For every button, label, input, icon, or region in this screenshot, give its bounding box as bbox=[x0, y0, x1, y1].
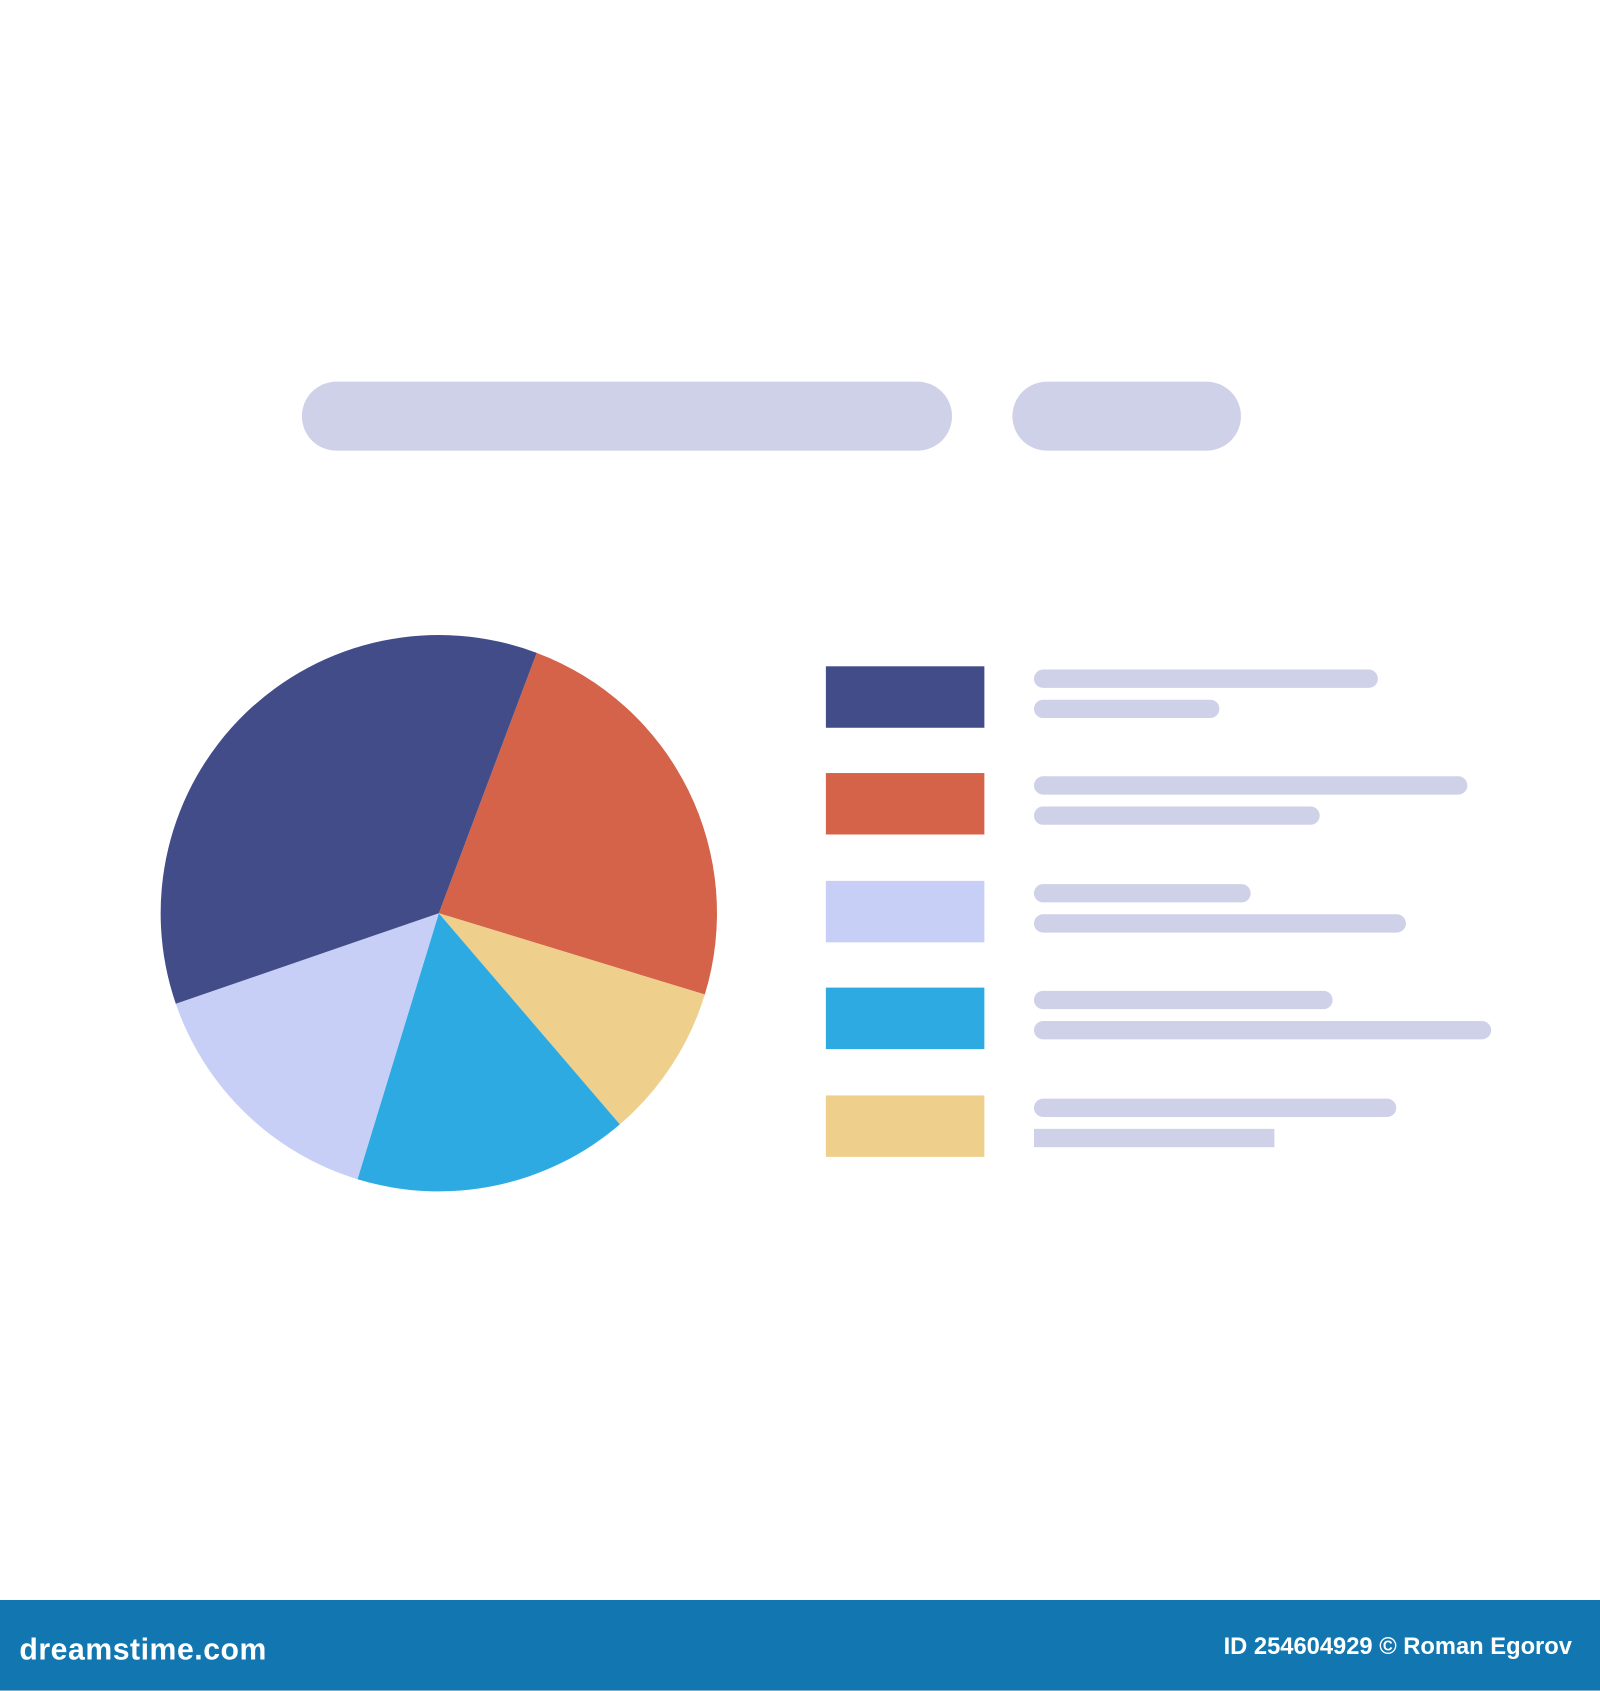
legend-line bbox=[1033, 699, 1220, 719]
pie-slice-1 bbox=[438, 652, 717, 995]
legend-swatch-3 bbox=[825, 880, 985, 943]
legend-line bbox=[1033, 806, 1320, 825]
pie-slice-3 bbox=[357, 913, 620, 1192]
footer-bar: dreamstime.com ID 254604929 © Roman Egor… bbox=[0, 1600, 1600, 1691]
image-credit: ID 254604929 © Roman Egorov bbox=[1223, 1632, 1572, 1660]
legend-swatch-1 bbox=[825, 666, 985, 728]
pie-slice-5 bbox=[160, 635, 537, 1004]
pie-slice-2 bbox=[438, 913, 705, 1125]
legend-swatch-4 bbox=[825, 987, 985, 1050]
legend-line bbox=[1033, 1098, 1397, 1117]
pie-slice-4 bbox=[175, 913, 439, 1180]
legend-swatch-2 bbox=[825, 773, 985, 835]
legend-line bbox=[1033, 776, 1468, 795]
legend-line bbox=[1033, 990, 1333, 1010]
title-placeholder bbox=[301, 381, 953, 451]
legend-swatch-5 bbox=[825, 1095, 985, 1157]
subtitle-placeholder bbox=[1012, 381, 1241, 451]
legend-line bbox=[1033, 914, 1406, 933]
footer-logo[interactable]: dreamstime.com bbox=[19, 1632, 267, 1666]
legend-line bbox=[1033, 1128, 1275, 1148]
legend-line bbox=[1033, 1021, 1492, 1040]
legend-line bbox=[1033, 669, 1378, 688]
legend-line bbox=[1033, 884, 1251, 903]
